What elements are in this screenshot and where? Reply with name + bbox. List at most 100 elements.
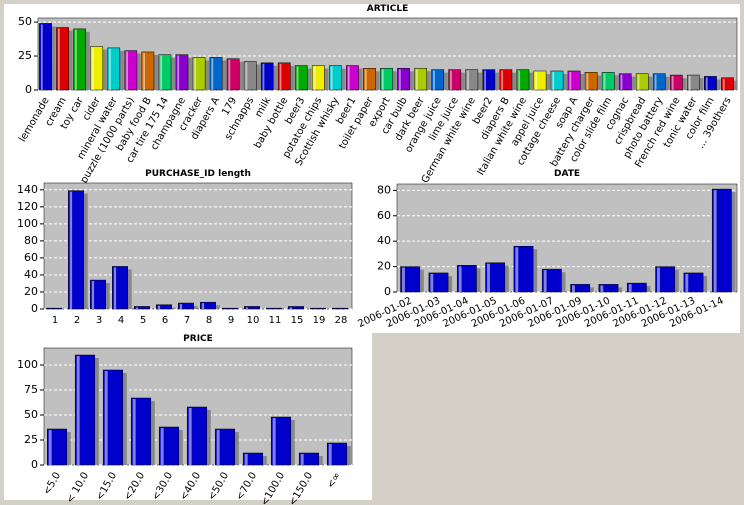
bar [102,369,124,466]
bar-highlight [586,73,589,90]
bar-highlight [272,418,276,465]
bar-highlight [279,63,282,90]
bar-highlight [92,47,94,90]
bar [130,397,152,466]
bar-highlight [245,307,249,309]
bar [400,266,421,293]
bar-highlight [688,76,691,90]
x-tick-label: 6 [162,315,168,326]
bar-highlight [188,408,192,465]
bar-highlight [113,267,117,309]
bar-highlight [330,66,333,90]
bar [541,268,562,293]
bar-highlight [143,52,146,90]
bar-highlight [245,62,248,90]
bar-highlight [289,307,293,309]
bar [134,306,150,310]
bar-highlight [535,71,538,90]
bar [626,282,647,293]
bar-highlight [381,69,384,90]
y-tick-label: 50 [18,15,32,28]
bar [326,442,348,466]
bar [513,246,534,293]
bar-highlight [313,66,316,90]
bar-highlight [347,66,350,90]
bar-highlight [177,55,180,90]
y-tick-label: 20 [377,260,391,273]
y-tick-label: 0 [25,83,32,96]
bar-highlight [109,48,111,90]
bar-highlight [713,190,717,292]
bar-highlight [48,430,52,465]
bar-highlight [600,285,604,292]
y-tick-label: 0 [31,458,38,471]
y-tick-label: 50 [24,408,38,421]
y-tick-label: 60 [377,209,391,222]
bar-highlight [228,59,231,90]
chart-title: PURCHASE_ID length [145,169,251,179]
y-tick-label: 25 [24,433,38,446]
bar-highlight [157,305,161,309]
chart-title: DATE [554,169,580,179]
bar [683,272,704,293]
bar-highlight [364,69,367,90]
bar-highlight [430,273,434,292]
bar-highlight [654,74,657,90]
y-tick-label: 40 [377,234,391,247]
bar [74,354,96,466]
x-tick-label: 4 [118,315,124,326]
bar-highlight [415,69,418,90]
bar [711,188,732,293]
bar-highlight [628,284,632,292]
bar [570,284,591,293]
x-tick-label: 8 [206,315,212,326]
bar-highlight [104,371,108,465]
bar [200,301,216,310]
y-tick-label: 80 [377,183,391,196]
bar-highlight [569,71,572,90]
bar-highlight [244,454,248,465]
x-tick-label: 15 [291,315,304,326]
bar [68,190,84,310]
bar-highlight [543,270,547,292]
bar [156,304,172,310]
bar [288,306,304,310]
bar-highlight [216,430,220,465]
bar [428,272,449,293]
bar [298,452,320,466]
x-tick-label: 3 [96,315,102,326]
y-tick-label: 25 [18,49,32,62]
bar [90,279,106,310]
bar-highlight [487,263,490,292]
x-tick-label: 11 [269,315,282,326]
bar-highlight [458,266,462,292]
bar [270,416,292,466]
bar-highlight [201,303,205,309]
y-tick-label: 100 [17,217,38,230]
bar-highlight [76,356,80,465]
bar-highlight [433,70,435,90]
bar-highlight [603,73,606,90]
bar-highlight [637,74,640,90]
bar-highlight [91,281,95,309]
bar [158,426,180,466]
bar-highlight [572,285,575,292]
x-tick-label: 9 [228,315,234,326]
bar-highlight [126,51,128,90]
bar-highlight [705,77,708,90]
x-tick-label: 7 [184,315,190,326]
bar-highlight [211,58,214,90]
bar-highlight [398,69,401,90]
bar-highlight [450,70,452,90]
bar-highlight [74,29,77,90]
y-tick-label: 40 [24,268,38,281]
bar [186,406,208,466]
y-tick-label: 80 [24,234,38,247]
y-tick-label: 0 [31,302,38,315]
x-tick-label: 2 [74,315,80,326]
bar-highlight [40,24,43,91]
y-tick-label: 140 [17,183,38,196]
bar-highlight [296,66,299,90]
bar-highlight [467,70,469,90]
